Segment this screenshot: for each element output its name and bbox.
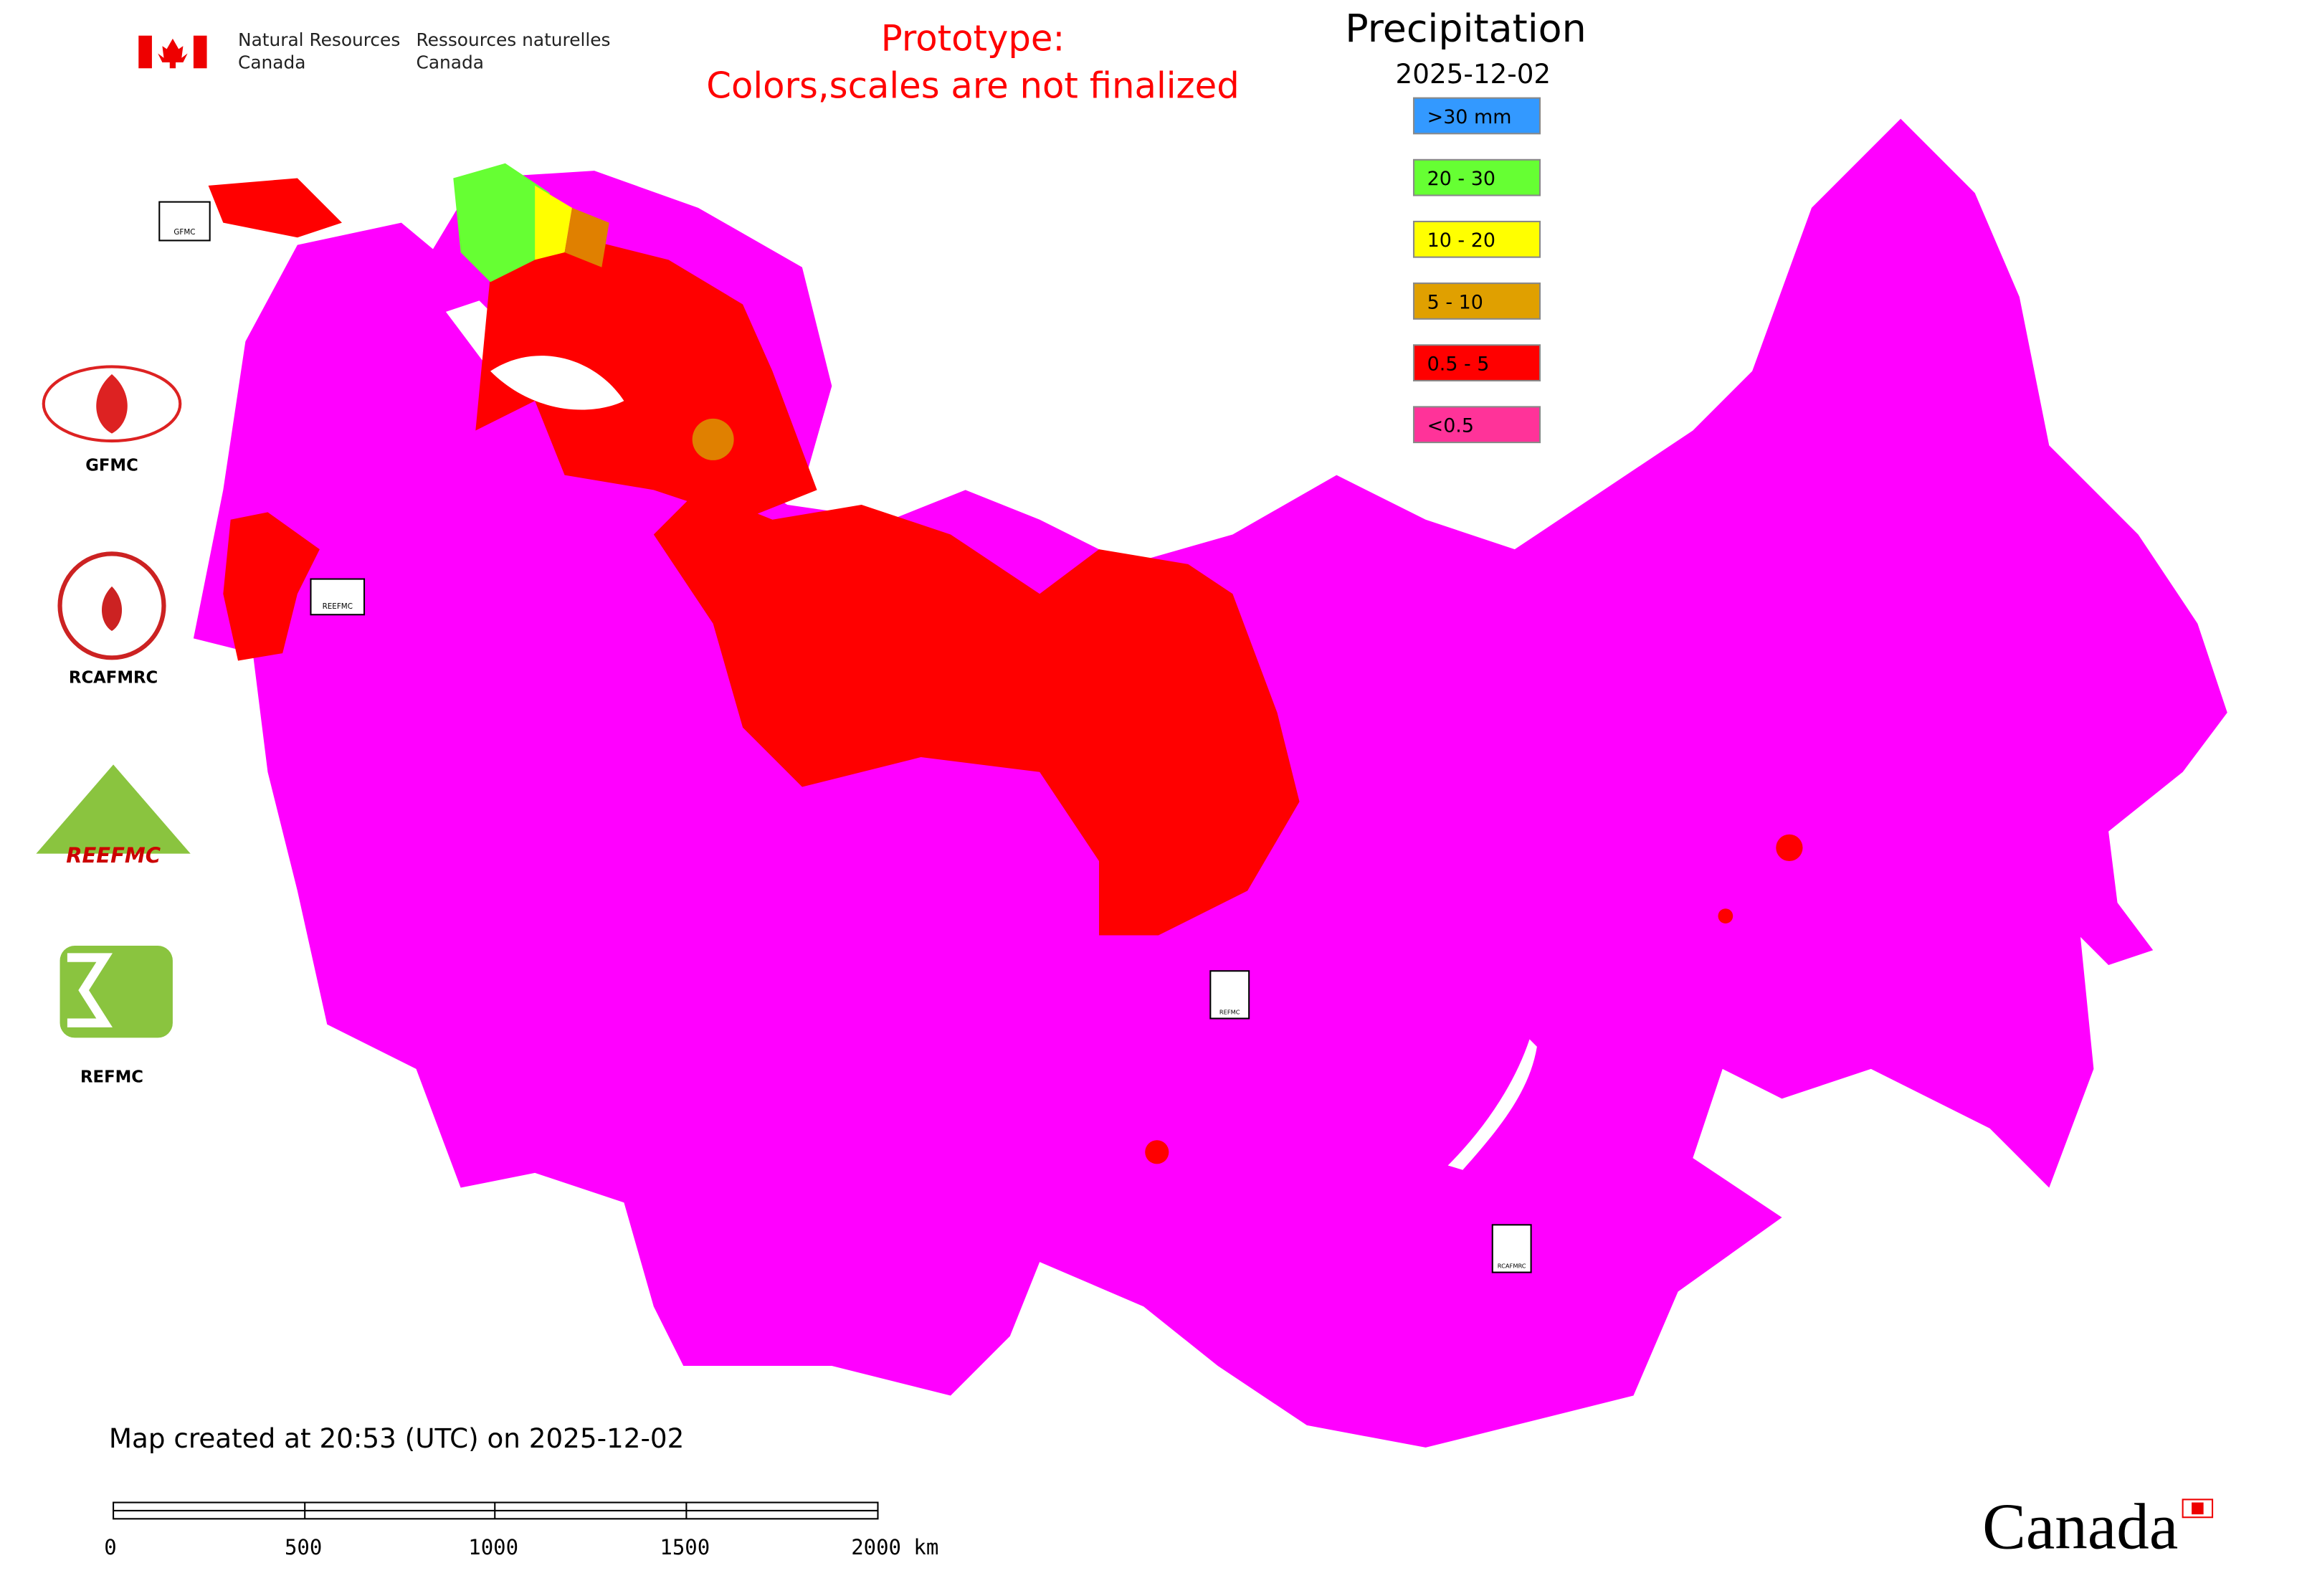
logo-label: GFMC	[85, 456, 138, 475]
precip-zone	[564, 207, 609, 267]
wordmark: Canada	[1982, 1491, 2178, 1563]
precip-spot	[1718, 908, 1733, 923]
lake	[1447, 1039, 1537, 1170]
precip-zone	[453, 163, 550, 282]
precip-spot	[1145, 1140, 1169, 1164]
marker	[1491, 1224, 1532, 1273]
scale-label: 0	[104, 1535, 116, 1559]
marker-label: REEFMC	[323, 602, 353, 611]
legend-label: 10 - 20	[1427, 229, 1495, 252]
logo-refmc	[60, 946, 173, 1038]
legend-swatch	[1412, 282, 1541, 320]
legend-swatch	[1412, 344, 1541, 381]
notice: Colors,scales are not finalized	[706, 65, 1239, 107]
precip-spot	[692, 418, 734, 460]
marker	[1209, 970, 1250, 1020]
precip-zone	[208, 178, 342, 238]
logo-label: REEFMC	[66, 843, 161, 868]
scale-label: 1500	[660, 1535, 710, 1559]
org-fr: Ressources naturelles	[417, 29, 611, 50]
legend-label: >30 mm	[1427, 106, 1512, 128]
org-en: Natural Resources	[238, 29, 400, 50]
land	[1974, 802, 2154, 965]
logos: GFMC RCAFMRC REEFMC REFMC	[36, 365, 191, 1087]
logo-reefmc	[36, 764, 191, 854]
maple-leaf	[158, 38, 188, 69]
scale-bar: 0 500 1000 1500 2000 km	[104, 1501, 938, 1559]
logo-flame	[101, 586, 123, 632]
legend-label: 5 - 10	[1427, 291, 1483, 313]
map-markers: GFMC REEFMC REFMC RCAFMRC	[158, 201, 1532, 1273]
precip-spot	[1776, 834, 1803, 862]
legend-swatch	[1412, 158, 1541, 196]
legend-label: 20 - 30	[1427, 168, 1495, 190]
scale-label: 2000 km	[851, 1535, 938, 1559]
flag-bar	[138, 35, 152, 69]
precip-zone	[653, 490, 1300, 936]
logo-sigma	[67, 953, 113, 1027]
footer-text: Map created at 20:53 (UTC) on 2025-12-02	[109, 1422, 684, 1454]
flag-bar	[193, 35, 207, 69]
notice: Prototype:	[881, 17, 1065, 59]
lake	[490, 356, 624, 410]
logo-label: REFMC	[80, 1068, 143, 1087]
legend-swatch	[1412, 97, 1541, 135]
legend-label: <0.5	[1427, 415, 1474, 437]
logo-gfmc	[42, 365, 182, 443]
marker-label: RCAFMRC	[1498, 1262, 1526, 1269]
precip-zone	[475, 237, 817, 520]
precip-spot	[980, 641, 1004, 665]
legend-swatch	[1412, 406, 1541, 444]
org-fr: Canada	[417, 52, 484, 72]
legend-swatch	[1412, 220, 1541, 258]
logo-label: RCAFMRC	[69, 669, 158, 688]
marker	[158, 201, 211, 242]
legend-label: 0.5 - 5	[1427, 353, 1490, 375]
map-area: GFMC REEFMC REFMC RCAFMRC	[158, 118, 2227, 1448]
wordmark-leaf	[2192, 1502, 2204, 1515]
org-en: Canada	[238, 52, 305, 72]
header: Natural Resources Canada Ressources natu…	[138, 6, 1587, 107]
marker	[310, 578, 366, 616]
date: 2025-12-02	[1396, 58, 1551, 90]
logo-flame	[96, 374, 128, 434]
legend: >30 mm 20 - 30 10 - 20 5 - 10 0.5 - 5 <0.5	[1412, 97, 1541, 444]
precip-zone	[535, 185, 572, 260]
title: Precipitation	[1345, 6, 1586, 51]
marker-label: GFMC	[173, 228, 195, 237]
scale-label: 1000	[468, 1535, 518, 1559]
precip-zone	[223, 512, 320, 661]
scale-label: 500	[285, 1535, 322, 1559]
marker-label: REFMC	[1219, 1008, 1240, 1015]
